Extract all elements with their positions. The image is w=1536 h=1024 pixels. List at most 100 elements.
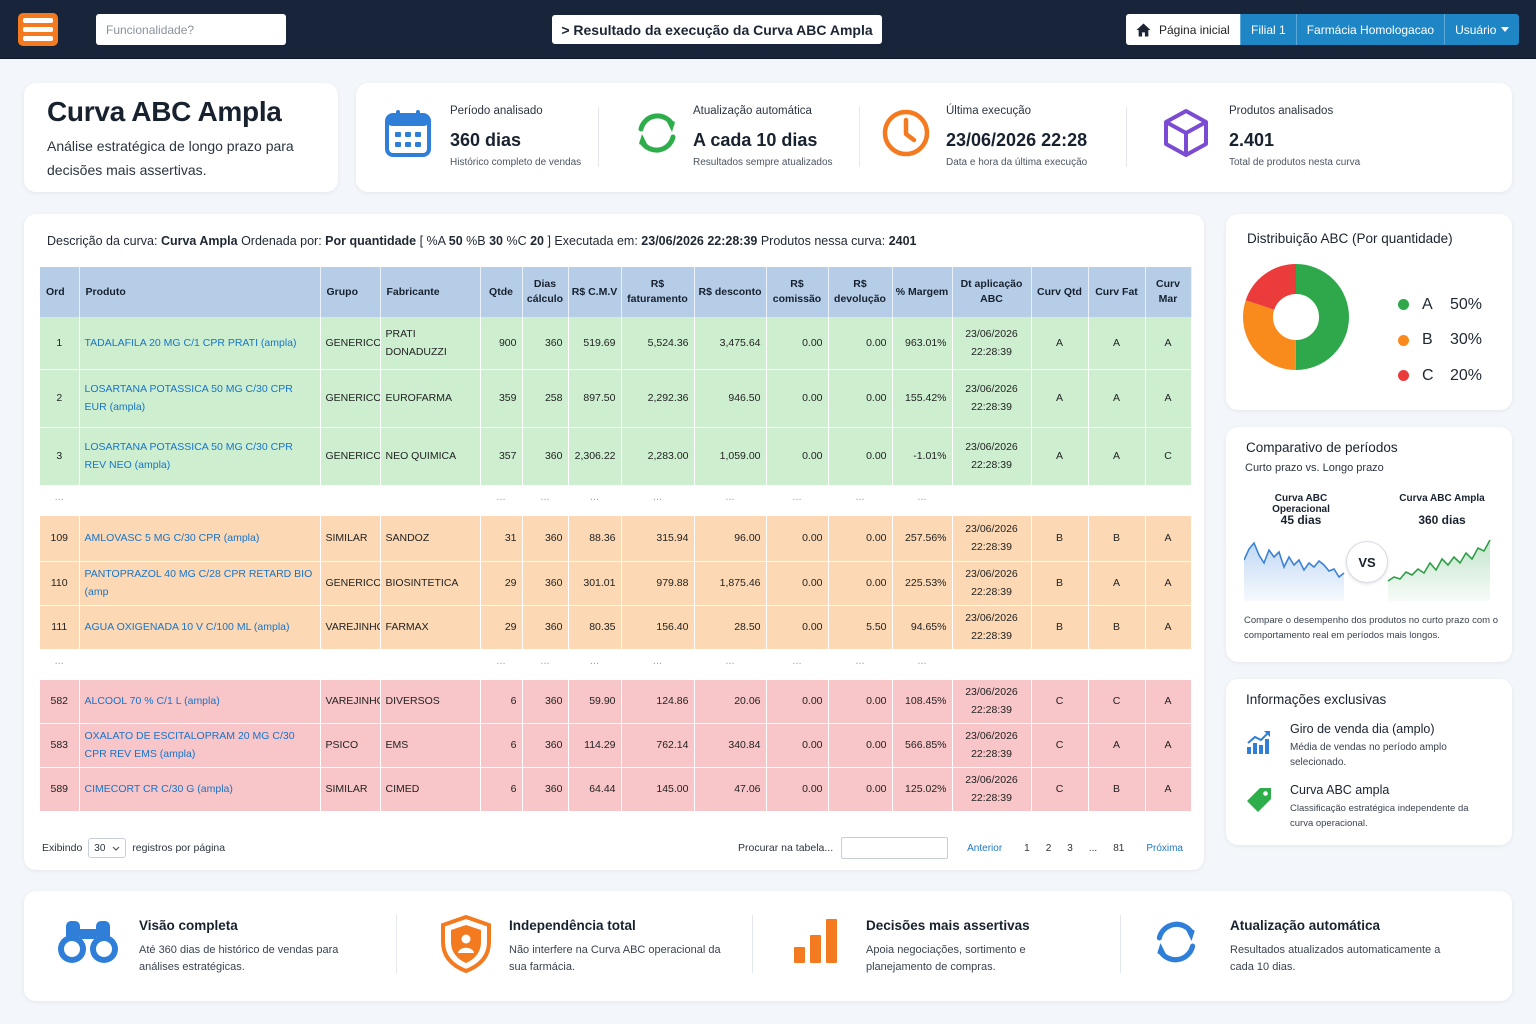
table-row[interactable]: 2 LOSARTANA POTASSICA 50 MG C/30 CPR EUR … xyxy=(40,369,1192,428)
next-page-link[interactable]: Próxima xyxy=(1146,842,1183,854)
table-row[interactable]: 1 TADALAFILA 20 MG C/1 CPR PRATI (ampla) G… xyxy=(40,317,1192,370)
ellipsis-cell xyxy=(1145,649,1192,680)
column-header[interactable]: Dias cálculo xyxy=(522,267,569,317)
margin-cell: 94.65% xyxy=(892,605,953,650)
clock-icon xyxy=(882,109,930,157)
prev-page-link[interactable]: Anterior xyxy=(967,842,1003,854)
curve-margin-cell: A xyxy=(1145,561,1192,606)
table-row[interactable]: 583 OXALATO DE ESCITALOPRAM 20 MG C/30 CP… xyxy=(40,723,1192,768)
curve-revenue-cell: B xyxy=(1088,767,1146,812)
return-cell: 0.00 xyxy=(828,515,893,562)
feature-complete-view: Visão completa Até 360 dias de histórico… xyxy=(24,891,394,1001)
table-row[interactable]: 582 ALCOOL 70 % C/1 L (ampla) VAREJINHO DIV… xyxy=(40,679,1192,724)
column-header[interactable]: R$ desconto xyxy=(694,267,767,317)
ellipsis-cell xyxy=(952,485,1032,516)
column-header[interactable]: Curv Qtd xyxy=(1031,267,1089,317)
column-header[interactable]: R$ comissão xyxy=(766,267,829,317)
discount-cell: 946.50 xyxy=(694,369,767,428)
feature-title: Independência total xyxy=(509,918,636,933)
column-header[interactable]: Grupo xyxy=(320,267,381,317)
column-header[interactable]: Dt aplicação ABC xyxy=(952,267,1032,317)
stat-period: Período analisado 360 dias Histórico com… xyxy=(356,83,596,192)
abc-date-cell: 23/06/2026 22:28:39 xyxy=(952,561,1032,606)
curve-qty-cell: A xyxy=(1031,369,1089,428)
product-link[interactable]: AGUA OXIGENADA 10 V C/100 ML (ampla) xyxy=(79,605,321,650)
legend-item-a: A 50% xyxy=(1398,287,1498,323)
column-header[interactable]: R$ C.M.V xyxy=(568,267,622,317)
column-header[interactable]: Curv Fat xyxy=(1088,267,1146,317)
branch-button[interactable]: Filial 1 xyxy=(1240,14,1296,45)
user-menu-button[interactable]: Usuário xyxy=(1444,14,1520,45)
column-header[interactable]: % Margem xyxy=(892,267,953,317)
vs-badge: VS xyxy=(1346,541,1388,583)
ellipsis-cell xyxy=(1145,485,1192,516)
menu-logo-icon[interactable] xyxy=(18,13,58,46)
page-link[interactable]: 1 xyxy=(1024,842,1030,854)
home-button[interactable]: Página inicial xyxy=(1126,14,1240,45)
stat-value: A cada 10 dias xyxy=(693,130,818,150)
page-link[interactable]: 2 xyxy=(1045,842,1052,854)
commission-cell: 0.00 xyxy=(766,605,829,650)
curve-qty-cell: A xyxy=(1031,317,1089,370)
column-header[interactable]: R$ devolução xyxy=(828,267,893,317)
column-header[interactable]: Curv Mar xyxy=(1145,267,1192,317)
ellipsis-cell xyxy=(1031,485,1089,516)
functionality-search-input[interactable] xyxy=(96,14,286,45)
order-cell: 3 xyxy=(40,427,80,486)
abc-date-cell: 23/06/2026 22:28:39 xyxy=(952,767,1032,812)
legend-item-c: C 20% xyxy=(1398,358,1498,394)
table-row[interactable]: 109 AMLOVASC 5 MG C/30 CPR (ampla) SIMILAR… xyxy=(40,515,1192,562)
return-cell: 0.00 xyxy=(828,679,893,724)
column-header[interactable]: Fabricante xyxy=(380,267,481,317)
product-link[interactable]: AMLOVASC 5 MG C/30 CPR (ampla) xyxy=(79,515,321,562)
table-row[interactable]: 111 AGUA OXIGENADA 10 V C/100 ML (ampla) V… xyxy=(40,605,1192,650)
stat-value: 23/06/2026 22:28 xyxy=(946,130,1088,150)
table-row[interactable]: 110 PANTOPRAZOL 40 MG C/28 CPR RETARD BIO… xyxy=(40,561,1192,606)
chart-legend: A 50% B 30% C 20% xyxy=(1398,287,1498,394)
long-term-sparkline xyxy=(1387,539,1491,582)
table-search-input[interactable] xyxy=(841,837,949,859)
discount-cell: 28.50 xyxy=(694,605,767,650)
product-link[interactable]: LOSARTANA POTASSICA 50 MG C/30 CPR EUR (… xyxy=(79,369,321,428)
stat-last-run: Última execução 23/06/2026 22:28 Data e … xyxy=(861,83,1126,192)
time-text: 22:28:39 xyxy=(971,704,1012,716)
pharmacy-button[interactable]: Farmácia Homologacao xyxy=(1295,14,1445,45)
product-link[interactable]: CIMECORT CR C/30 G (ampla) xyxy=(79,767,321,812)
days-cell: 258 xyxy=(522,369,569,428)
divider xyxy=(396,915,397,973)
column-header[interactable]: Produto xyxy=(79,267,321,317)
product-link[interactable]: OXALATO DE ESCITALOPRAM 20 MG C/30 CPR R… xyxy=(79,723,321,768)
legend-dot xyxy=(1398,299,1409,311)
order-cell: 2 xyxy=(40,369,80,428)
page-link[interactable]: 81 xyxy=(1113,842,1125,854)
ellipsis-cell: ... xyxy=(766,649,829,680)
table-row[interactable]: 589 CIMECORT CR C/30 G (ampla) SIMILAR CIME… xyxy=(40,767,1192,812)
column-header[interactable]: R$ faturamento xyxy=(621,267,695,317)
column-header[interactable]: Qtde xyxy=(480,267,523,317)
page-link[interactable]: 3 xyxy=(1067,842,1073,854)
product-link[interactable]: LOSARTANA POTASSICA 50 MG C/30 CPR REV N… xyxy=(79,427,321,486)
feature-decisions: Decisões mais assertivas Apoia negociaçõ… xyxy=(754,891,1119,1001)
margin-cell: 225.53% xyxy=(892,561,953,606)
info-item-title: Curva ABC ampla xyxy=(1290,783,1390,797)
ellipsis-cell xyxy=(1088,649,1146,680)
margin-cell: 963.01% xyxy=(892,317,953,370)
ellipsis-cell: ... xyxy=(766,485,829,516)
feature-title: Decisões mais assertivas xyxy=(866,918,1030,933)
product-link[interactable]: ALCOOL 70 % C/1 L (ampla) xyxy=(79,679,321,724)
column-header[interactable]: Ord xyxy=(40,267,80,317)
curve-margin-cell: A xyxy=(1145,605,1192,650)
order-cell: 109 xyxy=(40,515,80,562)
product-link[interactable]: TADALAFILA 20 MG C/1 CPR PRATI (ampla) xyxy=(79,317,321,370)
feature-independence: Independência total Não interfere na Cur… xyxy=(398,891,752,1001)
ellipsis-cell: ... xyxy=(522,485,569,516)
product-link[interactable]: PANTOPRAZOL 40 MG C/28 CPR RETARD BIO (a… xyxy=(79,561,321,606)
table-row[interactable]: 3 LOSARTANA POTASSICA 50 MG C/30 CPR REV … xyxy=(40,427,1192,486)
stat-label: Última execução xyxy=(946,105,1032,117)
tag-icon xyxy=(1247,788,1271,812)
discount-cell: 1,059.00 xyxy=(694,427,767,486)
refresh-icon xyxy=(638,113,676,153)
ellipsis-cell: ... xyxy=(621,649,695,680)
time-text: 22:28:39 xyxy=(971,792,1012,804)
page-size-select[interactable]: 30 xyxy=(88,838,127,858)
